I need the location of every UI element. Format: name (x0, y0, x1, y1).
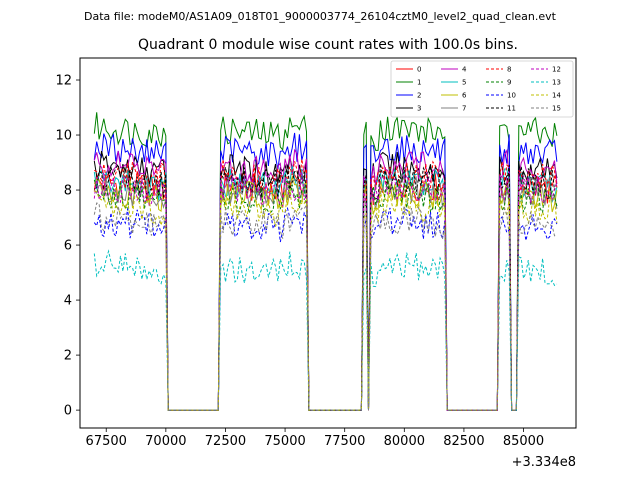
data-file-line: Data file: modeM0/AS1A09_018T01_90000037… (84, 10, 557, 23)
legend-label-4: 4 (462, 66, 467, 74)
legend-box (390, 60, 574, 118)
x-tick-label: 82500 (443, 434, 484, 449)
y-tick-label: 4 (64, 294, 72, 309)
series-line-15 (93, 202, 558, 411)
series-layer (93, 112, 558, 411)
x-offset-label: +3.334e8 (512, 455, 576, 470)
y-tick-label: 8 (64, 184, 72, 199)
legend-label-13: 13 (552, 79, 561, 87)
y-tick-label: 6 (64, 239, 72, 254)
legend-label-1: 1 (417, 79, 421, 87)
chart-title: Quadrant 0 module wise count rates with … (138, 37, 518, 53)
legend-label-6: 6 (462, 92, 467, 100)
y-axis: 0 2 4 6 8 10 12 (55, 74, 80, 419)
plot-frame (79, 57, 577, 429)
x-tick-label: 67500 (86, 434, 127, 449)
legend-label-12: 12 (552, 66, 561, 74)
legend-label-10: 10 (507, 92, 516, 100)
legend-label-15: 15 (552, 105, 561, 113)
legend-label-3: 3 (417, 105, 421, 113)
x-tick-label: 72500 (205, 434, 246, 449)
legend-label-14: 14 (552, 92, 561, 100)
legend-label-8: 8 (507, 66, 511, 74)
x-tick-label: 85000 (503, 434, 544, 449)
x-tick-label: 70000 (145, 434, 186, 449)
x-tick-label: 77500 (324, 434, 365, 449)
legend-label-5: 5 (462, 79, 466, 87)
legend-label-2: 2 (417, 92, 421, 100)
x-tick-label: 75000 (264, 434, 305, 449)
legend-label-9: 9 (507, 79, 511, 87)
legend-label-7: 7 (462, 105, 466, 113)
legend-label-11: 11 (507, 105, 516, 113)
legend-label-0: 0 (417, 66, 421, 74)
y-tick-label: 2 (64, 349, 72, 364)
x-axis: 67500 70000 72500 75000 77500 80000 82500 85000 (86, 428, 544, 449)
y-tick-label: 0 (64, 404, 72, 419)
y-tick-label: 12 (55, 74, 72, 89)
y-tick-label: 10 (55, 129, 72, 144)
x-tick-label: 80000 (384, 434, 425, 449)
